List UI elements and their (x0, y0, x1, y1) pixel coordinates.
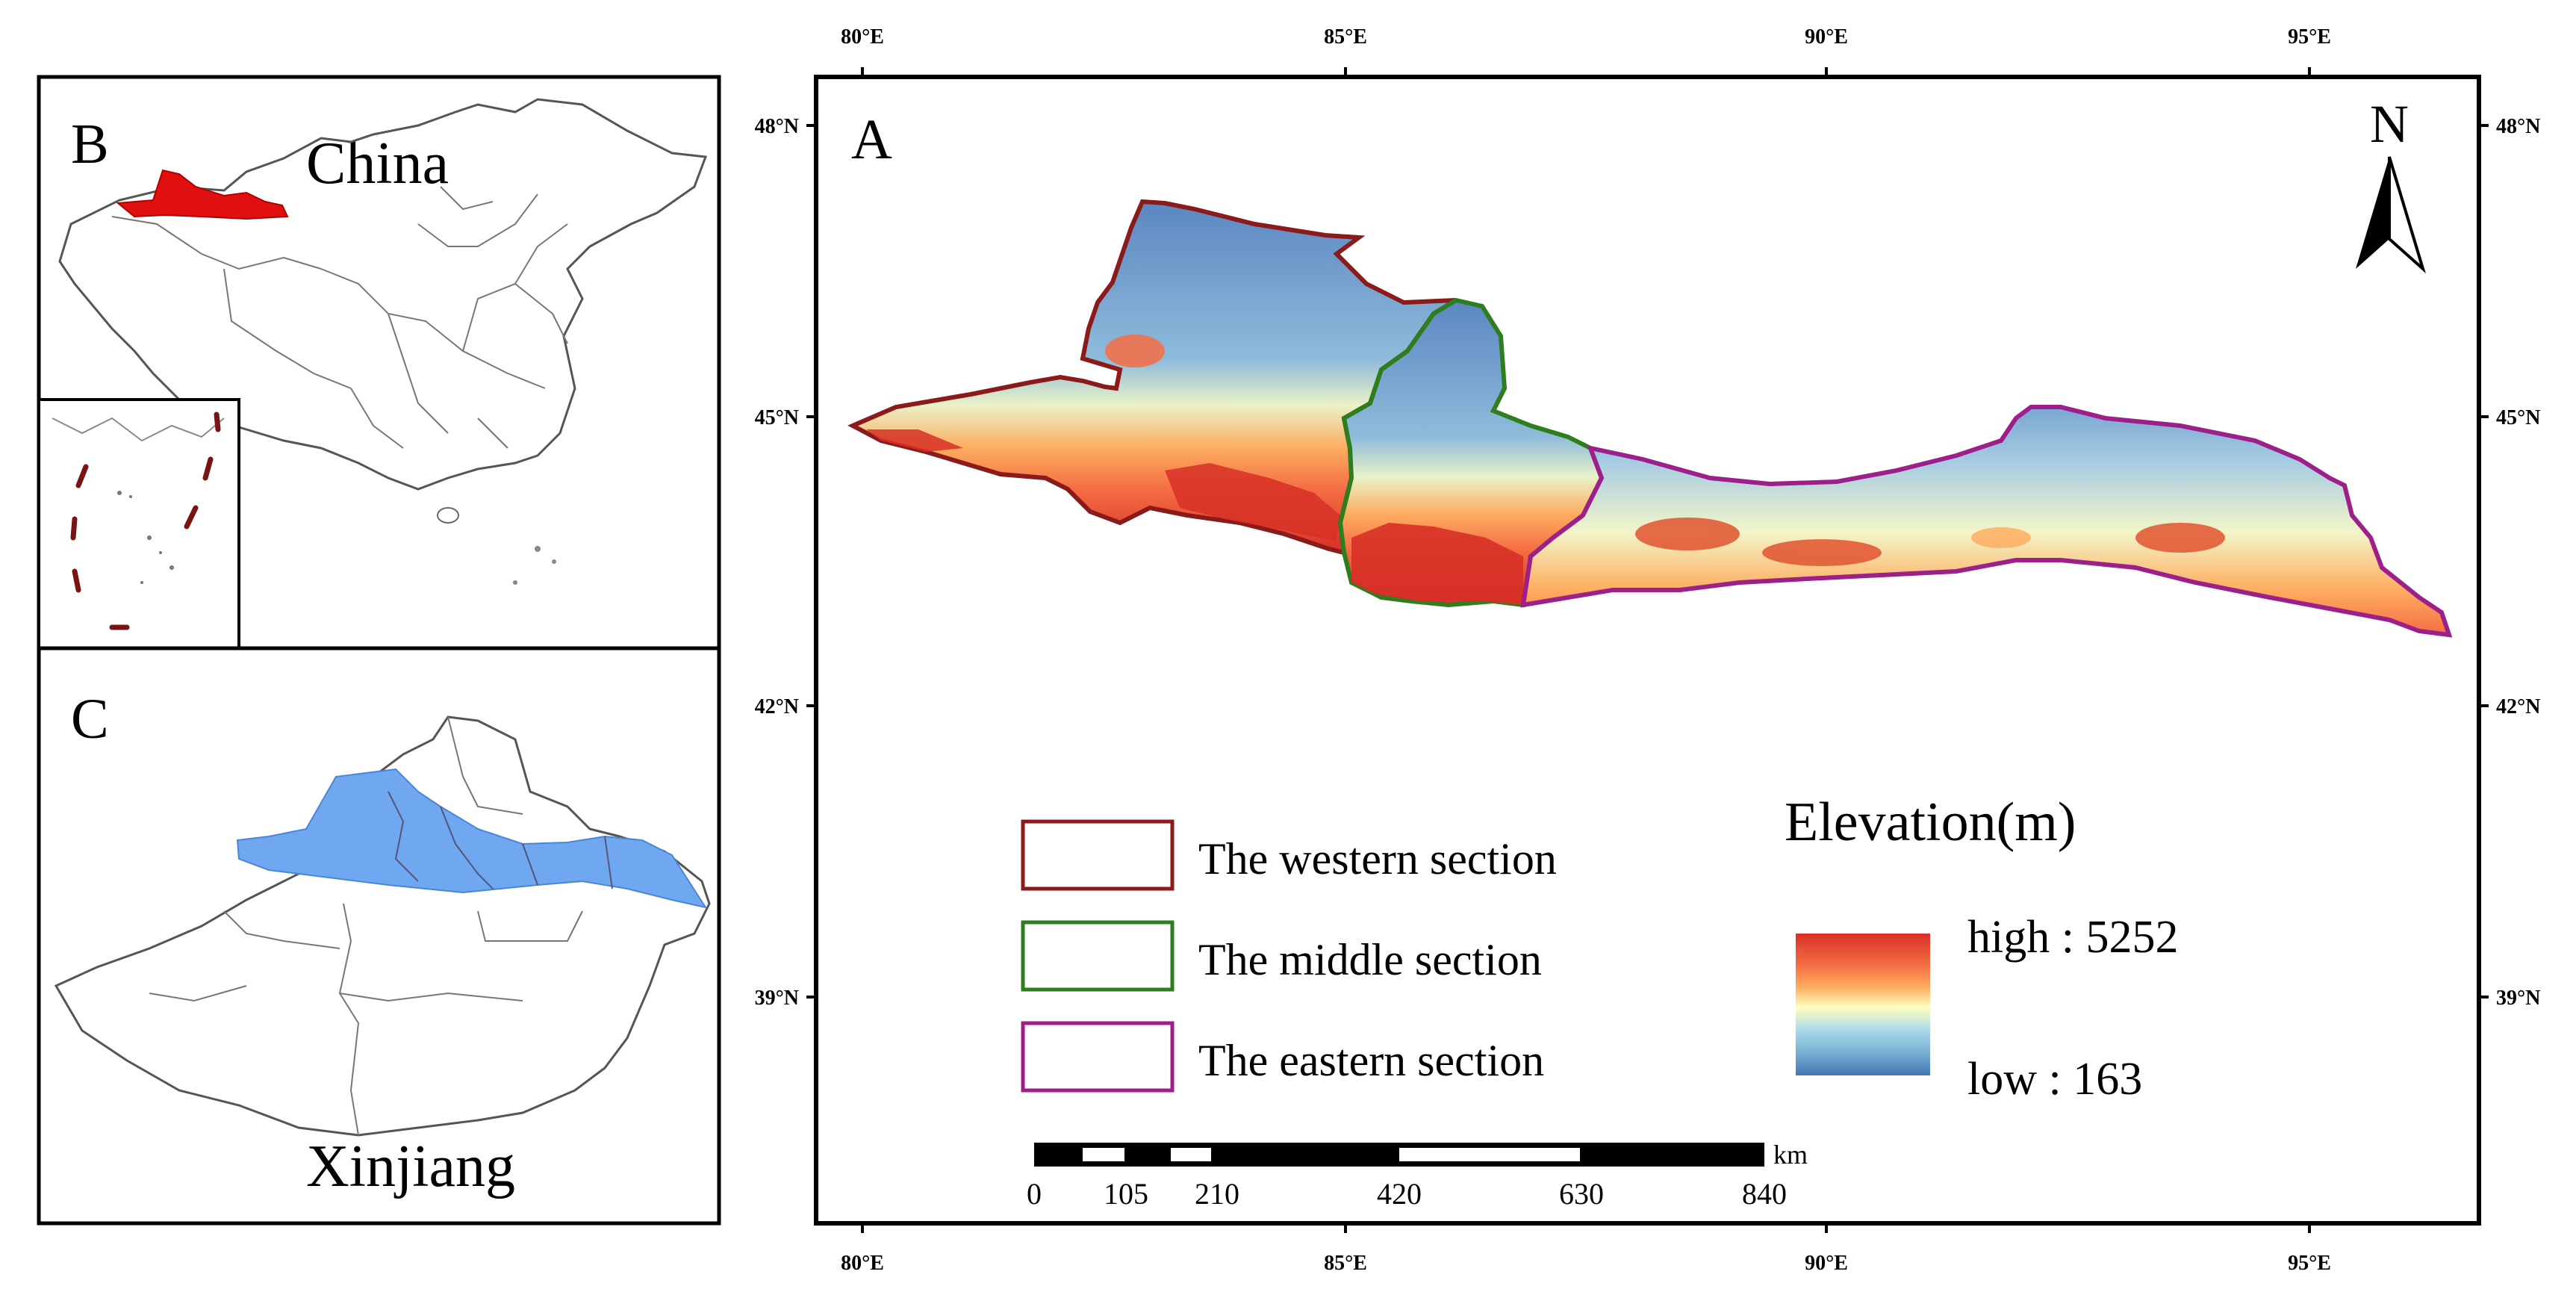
lat-label-right: 48°N (2496, 115, 2540, 138)
scale-bar-segment (1083, 1148, 1124, 1161)
latitude-ticks (806, 124, 2489, 999)
eastern-section-boundary (1520, 405, 2453, 638)
legend-label-eastern: The eastern section (1198, 1036, 1544, 1085)
lon-label-top: 85°E (1324, 25, 1367, 49)
panel-b-china-inset: B China (37, 75, 721, 650)
lat-label-right: 42°N (2496, 695, 2540, 718)
study-area-highlight-xinjiang (236, 768, 708, 909)
elevation-low-label: low : 163 (1967, 1054, 2142, 1105)
elevation-color-ramp (1796, 934, 1930, 1075)
scale-bar-labels: 0 105 210 420 630 840 (1027, 1177, 1787, 1211)
scale-label: 630 (1559, 1177, 1604, 1211)
lon-label-top: 90°E (1805, 25, 1848, 49)
island-dot (552, 559, 556, 564)
south-china-sea-inset (37, 398, 240, 650)
lon-label-top: 80°E (841, 25, 884, 49)
panel-c-xinjiang-inset: C Xinjiang (37, 646, 721, 1226)
lon-label-bottom: 80°E (841, 1252, 884, 1275)
panel-a-main-map: A 80°E 85°E 90°E 95°E 80°E 85°E 90°E 95°… (755, 25, 2541, 1275)
north-arrow-label: N (2370, 94, 2409, 154)
middle-highlands (1351, 523, 1523, 605)
island-dot (535, 546, 541, 552)
panel-b-letter: B (71, 113, 109, 176)
legend-swatch-western (1021, 819, 1175, 891)
legend-label-western: The western section (1198, 834, 1557, 883)
lat-label-left: 48°N (755, 115, 799, 138)
nine-dash-line (70, 412, 221, 630)
scale-bar-segment (1399, 1148, 1580, 1161)
lat-label-left: 45°N (755, 406, 799, 429)
china-label: China (306, 131, 449, 196)
panel-c-frame (37, 646, 721, 1226)
sub-inset-islands (117, 491, 174, 584)
xinjiang-prefecture-lines (149, 716, 583, 1136)
legend-swatch-middle (1021, 920, 1175, 992)
lon-label-bottom: 85°E (1324, 1252, 1367, 1275)
lon-label-bottom: 90°E (1805, 1252, 1848, 1275)
scale-label: 105 (1104, 1177, 1148, 1211)
western-section-terrain (853, 202, 1456, 553)
panel-a-frame (814, 75, 2481, 1226)
elevation-high-label: high : 5252 (1967, 912, 2178, 963)
study-area-highlight-china (116, 169, 289, 220)
western-highlands (866, 335, 1340, 541)
legend-swatch-eastern (1021, 1021, 1175, 1093)
elevation-title: Elevation(m) (1785, 792, 2076, 853)
longitude-labels: 80°E 85°E 90°E 95°E 80°E 85°E 90°E 95°E (841, 25, 2331, 1275)
scale-label: 210 (1195, 1177, 1239, 1211)
lat-label-right: 45°N (2496, 406, 2540, 429)
elevation-legend: Elevation(m) high : 5252 low : 163 (1785, 792, 2178, 1105)
scale-bar-unit: km (1773, 1140, 1808, 1170)
china-province-lines (111, 186, 568, 449)
hainan-island (437, 507, 459, 524)
scale-bar-segment (1171, 1148, 1211, 1161)
scale-label: 840 (1742, 1177, 1787, 1211)
middle-section-boundary (1337, 297, 1605, 608)
xinjiang-label: Xinjiang (306, 1134, 515, 1199)
xinjiang-interior-lines (388, 791, 613, 889)
island-dot (513, 580, 517, 585)
north-arrow-dark-half (2356, 157, 2389, 269)
panel-c-letter: C (71, 688, 109, 751)
section-legend: The western section The middle section T… (1021, 819, 1557, 1093)
lat-label-right: 39°N (2496, 987, 2540, 1010)
lat-label-left: 39°N (755, 987, 799, 1010)
panel-a-letter: A (851, 108, 892, 171)
scale-bar: km 0 105 210 420 630 840 (1027, 1140, 1808, 1211)
eastern-highlands (1635, 518, 2225, 566)
lon-label-top: 95°E (2288, 25, 2331, 49)
lat-label-left: 42°N (755, 695, 799, 718)
scale-label: 0 (1027, 1177, 1042, 1211)
eastern-section-terrain (1523, 407, 2449, 635)
scale-label: 420 (1377, 1177, 1422, 1211)
north-arrow-light-half (2388, 156, 2426, 274)
latitude-labels: 48°N 45°N 42°N 39°N 48°N 45°N 42°N 39°N (755, 115, 2541, 1010)
lon-label-bottom: 95°E (2288, 1252, 2331, 1275)
longitude-ticks (861, 67, 2311, 1233)
north-arrow: N (2356, 94, 2426, 274)
sub-inset-coast (52, 417, 225, 442)
legend-label-middle: The middle section (1198, 935, 1542, 984)
